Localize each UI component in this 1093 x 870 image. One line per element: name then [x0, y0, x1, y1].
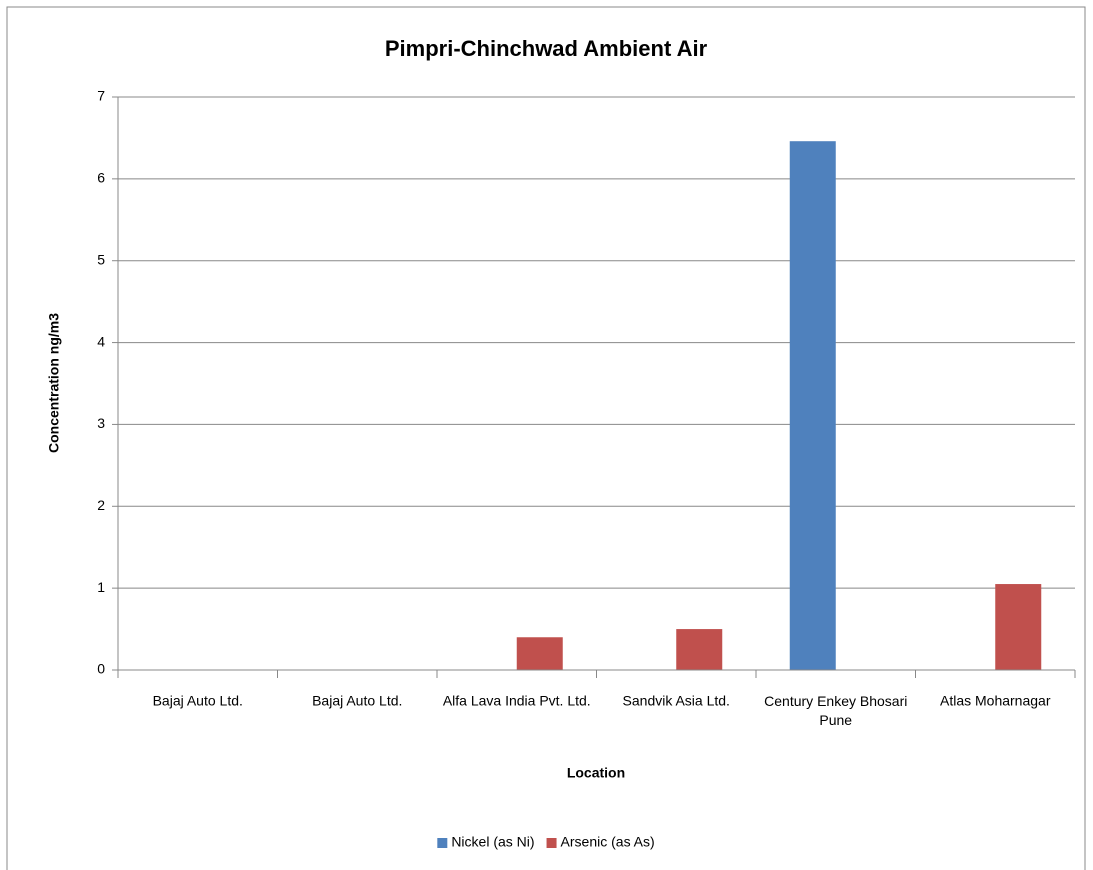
x-axis-label: Location [567, 765, 625, 781]
y-axis-label: Concentration ng/m3 [46, 313, 62, 453]
y-tick-label: 1 [97, 579, 105, 595]
bar [676, 629, 723, 670]
y-tick-label: 6 [97, 170, 105, 186]
chart-frame [6, 6, 1086, 870]
y-tick-label: 0 [97, 661, 105, 677]
legend-swatch [546, 838, 557, 848]
bar [516, 637, 563, 670]
bar [995, 584, 1042, 670]
y-tick-label: 3 [97, 415, 105, 431]
legend-label: Nickel (as Ni) [451, 834, 534, 850]
y-tick-label: 2 [97, 497, 105, 513]
x-tick-label: Alfa Lava India Pvt. Ltd. [443, 693, 591, 709]
bar [789, 141, 836, 670]
x-tick-label: Century Enkey Bhosari Pune [764, 693, 907, 728]
x-tick-label: Bajaj Auto Ltd. [312, 693, 402, 709]
legend-swatch [437, 838, 448, 848]
chart-title: Pimpri-Chinchwad Ambient Air [385, 36, 708, 61]
y-tick-label: 4 [97, 333, 105, 349]
y-tick-label: 7 [97, 88, 105, 104]
x-tick-label: Sandvik Asia Ltd. [623, 693, 730, 709]
y-tick-label: 5 [97, 251, 105, 267]
x-tick-label: Bajaj Auto Ltd. [153, 693, 243, 709]
x-tick-label: Atlas Moharnagar [940, 693, 1051, 709]
legend-label: Arsenic (as As) [561, 834, 655, 850]
